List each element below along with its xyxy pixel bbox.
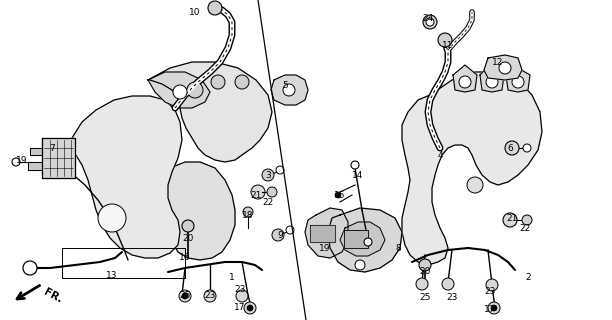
Circle shape (505, 141, 519, 155)
Polygon shape (340, 222, 385, 256)
Circle shape (247, 305, 253, 311)
Text: 6: 6 (507, 143, 513, 153)
Text: 23: 23 (446, 293, 458, 302)
Circle shape (211, 75, 225, 89)
Circle shape (208, 1, 222, 15)
Text: 8: 8 (395, 244, 401, 252)
Circle shape (351, 161, 359, 169)
Circle shape (355, 260, 365, 270)
Text: 7: 7 (49, 143, 55, 153)
Polygon shape (65, 96, 182, 258)
Text: 13: 13 (106, 270, 118, 279)
Text: 20: 20 (419, 268, 431, 276)
Circle shape (12, 158, 20, 166)
Polygon shape (42, 138, 75, 178)
Circle shape (335, 192, 341, 198)
Text: 15: 15 (334, 190, 346, 199)
Text: 5: 5 (282, 81, 288, 90)
Polygon shape (484, 55, 522, 80)
Circle shape (416, 278, 428, 290)
Text: 2: 2 (525, 274, 531, 283)
Circle shape (486, 279, 498, 291)
Text: 25: 25 (179, 291, 191, 300)
Circle shape (182, 293, 188, 299)
Circle shape (276, 166, 284, 174)
Circle shape (459, 76, 471, 88)
Text: 22: 22 (263, 197, 274, 206)
Circle shape (262, 169, 274, 181)
Circle shape (286, 226, 294, 234)
Text: 17: 17 (484, 306, 496, 315)
Circle shape (503, 213, 517, 227)
Text: 17: 17 (234, 303, 246, 313)
Circle shape (423, 15, 437, 29)
Polygon shape (155, 162, 235, 260)
Text: 10: 10 (189, 7, 201, 17)
Polygon shape (402, 72, 542, 265)
Circle shape (438, 33, 452, 47)
Text: 20: 20 (182, 234, 193, 243)
Polygon shape (305, 208, 348, 258)
Circle shape (204, 290, 216, 302)
Text: 16: 16 (179, 253, 191, 262)
Circle shape (491, 305, 497, 311)
Circle shape (419, 259, 431, 271)
Circle shape (486, 76, 498, 88)
Polygon shape (480, 62, 504, 92)
Polygon shape (148, 72, 210, 108)
Circle shape (173, 85, 187, 99)
Circle shape (182, 220, 194, 232)
Text: 21: 21 (250, 190, 262, 199)
Text: 23: 23 (484, 287, 496, 297)
Circle shape (442, 278, 454, 290)
Circle shape (23, 261, 37, 275)
Polygon shape (148, 62, 272, 162)
Polygon shape (30, 148, 42, 155)
Text: 19: 19 (319, 244, 330, 252)
Polygon shape (453, 65, 477, 92)
Text: 23: 23 (204, 291, 215, 300)
Circle shape (179, 290, 191, 302)
Text: 1: 1 (229, 274, 235, 283)
Circle shape (267, 187, 277, 197)
Circle shape (523, 144, 531, 152)
Polygon shape (310, 225, 335, 242)
Circle shape (488, 302, 500, 314)
Text: 18: 18 (242, 211, 254, 220)
Text: 22: 22 (520, 223, 531, 233)
Circle shape (499, 62, 511, 74)
Circle shape (426, 18, 434, 26)
Text: 21: 21 (506, 213, 518, 222)
Circle shape (236, 290, 248, 302)
Circle shape (522, 215, 532, 225)
Text: 14: 14 (353, 171, 364, 180)
Text: 19: 19 (17, 156, 28, 164)
Text: 23: 23 (234, 285, 245, 294)
Text: 3: 3 (265, 171, 271, 180)
Circle shape (364, 238, 372, 246)
Text: 12: 12 (492, 58, 504, 67)
Circle shape (272, 229, 284, 241)
Circle shape (467, 177, 483, 193)
Circle shape (187, 82, 203, 98)
Circle shape (243, 207, 253, 217)
Text: 25: 25 (419, 293, 431, 302)
Circle shape (235, 75, 249, 89)
Polygon shape (28, 162, 42, 170)
Polygon shape (344, 230, 368, 248)
Polygon shape (506, 68, 530, 92)
Text: 4: 4 (437, 150, 443, 159)
Circle shape (98, 204, 126, 232)
Circle shape (244, 302, 256, 314)
Circle shape (283, 84, 295, 96)
Polygon shape (271, 75, 308, 105)
Circle shape (512, 76, 524, 88)
Polygon shape (328, 208, 402, 272)
Text: 9: 9 (277, 230, 283, 239)
Text: 11: 11 (442, 41, 453, 50)
Text: 24: 24 (422, 13, 434, 22)
Text: FR.: FR. (42, 287, 64, 305)
Circle shape (251, 185, 265, 199)
